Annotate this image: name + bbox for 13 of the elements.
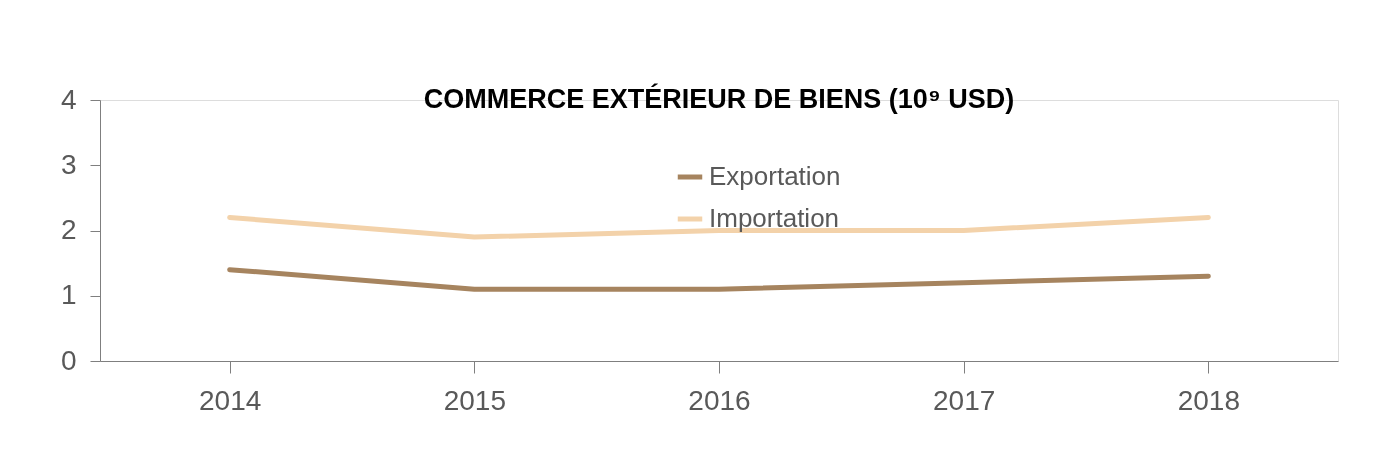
legend-label: Importation	[709, 203, 840, 233]
y-tick-label: 3	[60, 148, 77, 180]
y-tick-label: 2	[60, 214, 77, 245]
y-tick-label: 1	[60, 279, 77, 311]
x-tick-label: 2016	[688, 384, 751, 416]
legend-label: Exportation	[709, 161, 841, 191]
x-tick-label: 2017	[933, 384, 996, 416]
y-tick-label: 0	[60, 344, 77, 376]
x-tick-label: 2014	[199, 384, 262, 416]
y-tick-label: 4	[60, 83, 77, 115]
x-tick-label: 2015	[443, 384, 506, 416]
chart-title: COMMERCE EXTÉRIEUR DE BIENS (10⁹ USD)	[423, 83, 1015, 114]
x-tick-label: 2018	[1177, 384, 1240, 416]
